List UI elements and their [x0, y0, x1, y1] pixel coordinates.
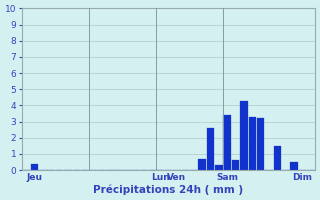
X-axis label: Précipitations 24h ( mm ): Précipitations 24h ( mm ) [93, 185, 244, 195]
Bar [249, 117, 256, 170]
Bar [223, 115, 231, 170]
Bar [257, 118, 264, 170]
Bar [274, 146, 281, 170]
Bar [291, 162, 298, 170]
Bar [240, 101, 248, 170]
Bar [232, 160, 239, 170]
Bar [198, 159, 206, 170]
Bar [207, 128, 214, 170]
Bar [215, 165, 223, 170]
Bar [31, 164, 38, 170]
